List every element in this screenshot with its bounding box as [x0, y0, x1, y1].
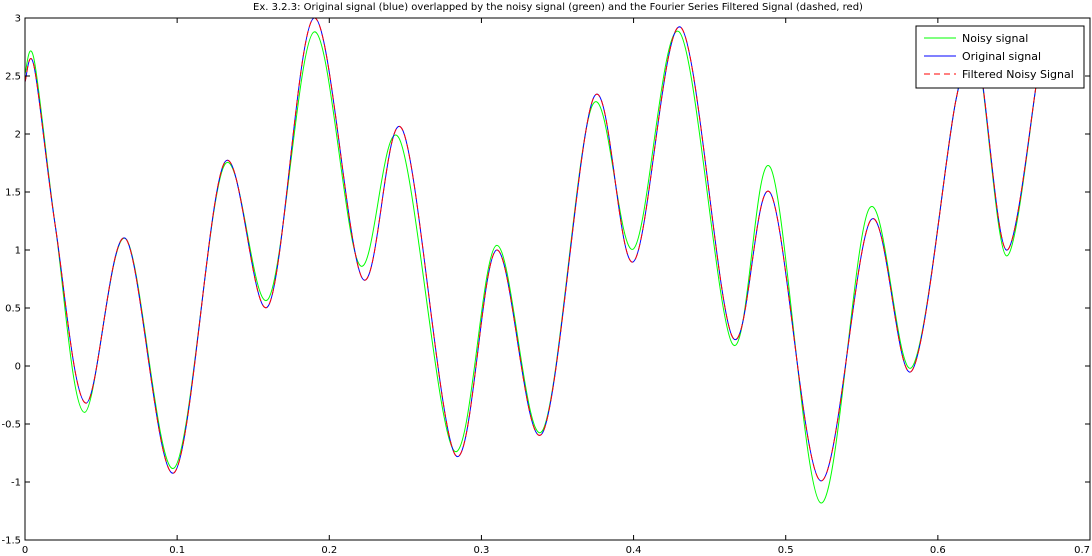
- x-tick-label: 0.2: [321, 545, 337, 556]
- legend-box: [915, 25, 1085, 89]
- y-tick-label: -0.5: [1, 420, 21, 431]
- plot-area: [25, 18, 1038, 504]
- y-tick-label: -1: [11, 478, 21, 489]
- x-tick-label: 0.3: [473, 545, 489, 556]
- y-tick-label: 2.5: [5, 72, 21, 83]
- x-tick-label: 0.7: [1074, 545, 1090, 556]
- x-tick-label: 0.1: [169, 545, 185, 556]
- legend-label: Noisy signal: [962, 32, 1028, 45]
- series-line-noisy-signal: [25, 30, 1038, 504]
- y-tick-label: 1.5: [5, 188, 21, 199]
- series-line-filtered-noisy-signal: [25, 18, 1038, 482]
- y-tick-label: 0.5: [5, 304, 21, 315]
- chart-title: Ex. 3.2.3: Original signal (blue) overla…: [253, 2, 863, 13]
- y-tick-label: 1: [15, 246, 21, 257]
- x-tick-label: 0.5: [778, 545, 794, 556]
- axes: 0 0.1 0.2 0.3 0.4 0.5 0.6 0.7 -1.5 -1 -0.5 0 0.5 1 1.5…: [1, 14, 1091, 556]
- x-tick-label: 0.4: [626, 545, 642, 556]
- axes-box: [24, 17, 1091, 541]
- legend-label: Filtered Noisy Signal: [962, 68, 1074, 81]
- y-tick-label: -1.5: [1, 536, 21, 547]
- y-tick-label: 3: [15, 14, 21, 25]
- legend: Noisy signal Original signal Filtered Nois…: [915, 25, 1085, 89]
- x-tick-label: 0: [22, 545, 28, 556]
- y-tick-label: 2: [15, 130, 21, 141]
- x-tick-label: 0.6: [930, 545, 946, 556]
- y-tick-label: 0: [15, 362, 21, 373]
- legend-label: Original signal: [962, 50, 1041, 63]
